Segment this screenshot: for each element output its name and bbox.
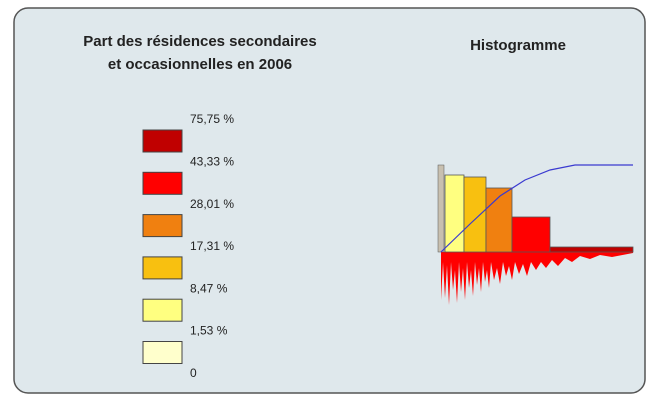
legend-label: 0	[190, 366, 197, 380]
legend-swatch	[142, 256, 183, 280]
legend-swatch	[142, 298, 183, 322]
legend-label: 17,31 %	[190, 239, 234, 253]
histogram-spikes	[441, 252, 633, 305]
histogram	[437, 164, 634, 305]
legend-swatch	[142, 214, 183, 238]
histogram-title: Histogramme	[470, 37, 566, 54]
legend-swatch	[142, 171, 183, 195]
panel-background	[13, 7, 646, 394]
histogram-bar	[511, 216, 551, 253]
cumulative-curve	[440, 164, 633, 253]
legend-label: 8,47 %	[190, 281, 228, 295]
legend-label: 75,75 %	[190, 112, 234, 126]
title-line: Part des résidences secondaires	[83, 33, 316, 50]
legend-label: 28,01 %	[190, 197, 234, 211]
title-line: et occasionnelles en 2006	[108, 56, 292, 73]
histogram-bar	[437, 164, 445, 253]
legend-label: 43,33 %	[190, 154, 234, 168]
legend-swatch	[142, 341, 183, 364]
histogram-bar	[549, 246, 634, 253]
histogram-bar	[463, 176, 487, 253]
legend-swatch	[142, 129, 183, 153]
histogram-bar	[444, 174, 465, 253]
legend-label: 1,53 %	[190, 324, 228, 338]
histogram-bar	[485, 187, 513, 253]
